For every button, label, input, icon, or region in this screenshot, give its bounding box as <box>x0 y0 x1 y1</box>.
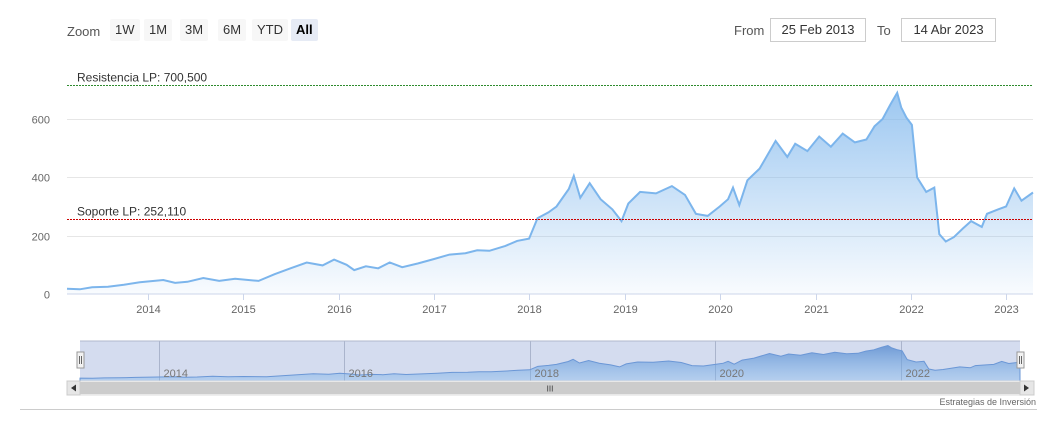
x-tick-label: 2023 <box>994 304 1018 316</box>
scrollbar[interactable]: III <box>66 380 1035 396</box>
x-tick-label: 2021 <box>804 304 828 316</box>
x-tick-label: 2016 <box>327 304 351 316</box>
arrow-right-icon <box>1024 384 1029 392</box>
y-tick-label: 0 <box>44 290 50 302</box>
navigator-year-label: 2022 <box>906 368 930 380</box>
navigator-year-label: 2014 <box>164 368 188 380</box>
zoom-button-all[interactable]: All <box>291 19 318 41</box>
to-label: To <box>877 23 891 38</box>
from-date-input[interactable] <box>770 18 866 42</box>
credits: Estrategias de Inversión <box>939 397 1036 407</box>
x-tick-label: 2020 <box>708 304 732 316</box>
navigator-year-label: 2018 <box>535 368 559 380</box>
y-tick-label: 400 <box>32 173 50 185</box>
zoom-button-6m[interactable]: 6M <box>218 19 247 41</box>
support-label: Soporte LP: 252,110 <box>77 205 187 219</box>
navigator-handle-right[interactable] <box>1016 351 1025 369</box>
bottom-divider <box>20 409 1037 410</box>
scroll-left-button[interactable] <box>66 380 81 396</box>
navigator[interactable]: 2014 2016 2018 2020 2022 <box>76 340 1025 382</box>
zoom-button-3m[interactable]: 3M <box>180 19 209 41</box>
scrollbar-thumb[interactable] <box>80 382 1020 394</box>
y-tick-label: 600 <box>32 115 50 127</box>
navigator-year-label: 2020 <box>720 368 744 380</box>
navigator-year-label: 2016 <box>349 368 373 380</box>
x-tick-label: 2017 <box>422 304 446 316</box>
x-tick-label: 2019 <box>613 304 637 316</box>
resistance-label: Resistencia LP: 700,500 <box>77 71 207 85</box>
x-tick-label: 2014 <box>136 304 160 316</box>
to-date-input[interactable] <box>901 18 996 42</box>
price-area <box>67 92 1033 294</box>
from-label: From <box>734 23 765 38</box>
zoom-button-1m[interactable]: 1M <box>144 19 173 41</box>
zoom-button-ytd[interactable]: YTD <box>252 19 288 41</box>
scrollbar-grip: III <box>547 385 554 394</box>
x-tick-label: 2015 <box>231 304 255 316</box>
price-line <box>66 90 1034 291</box>
navigator-handle-left[interactable] <box>76 351 85 369</box>
zoom-button-1w[interactable]: 1W <box>110 19 140 41</box>
zoom-label: Zoom <box>67 24 101 39</box>
x-tick-label: 2018 <box>517 304 541 316</box>
navigator-series <box>79 344 1021 382</box>
scroll-right-button[interactable] <box>1019 380 1035 396</box>
y-tick-label: 200 <box>32 232 50 244</box>
arrow-left-icon <box>71 384 76 392</box>
x-tick-label: 2022 <box>899 304 923 316</box>
